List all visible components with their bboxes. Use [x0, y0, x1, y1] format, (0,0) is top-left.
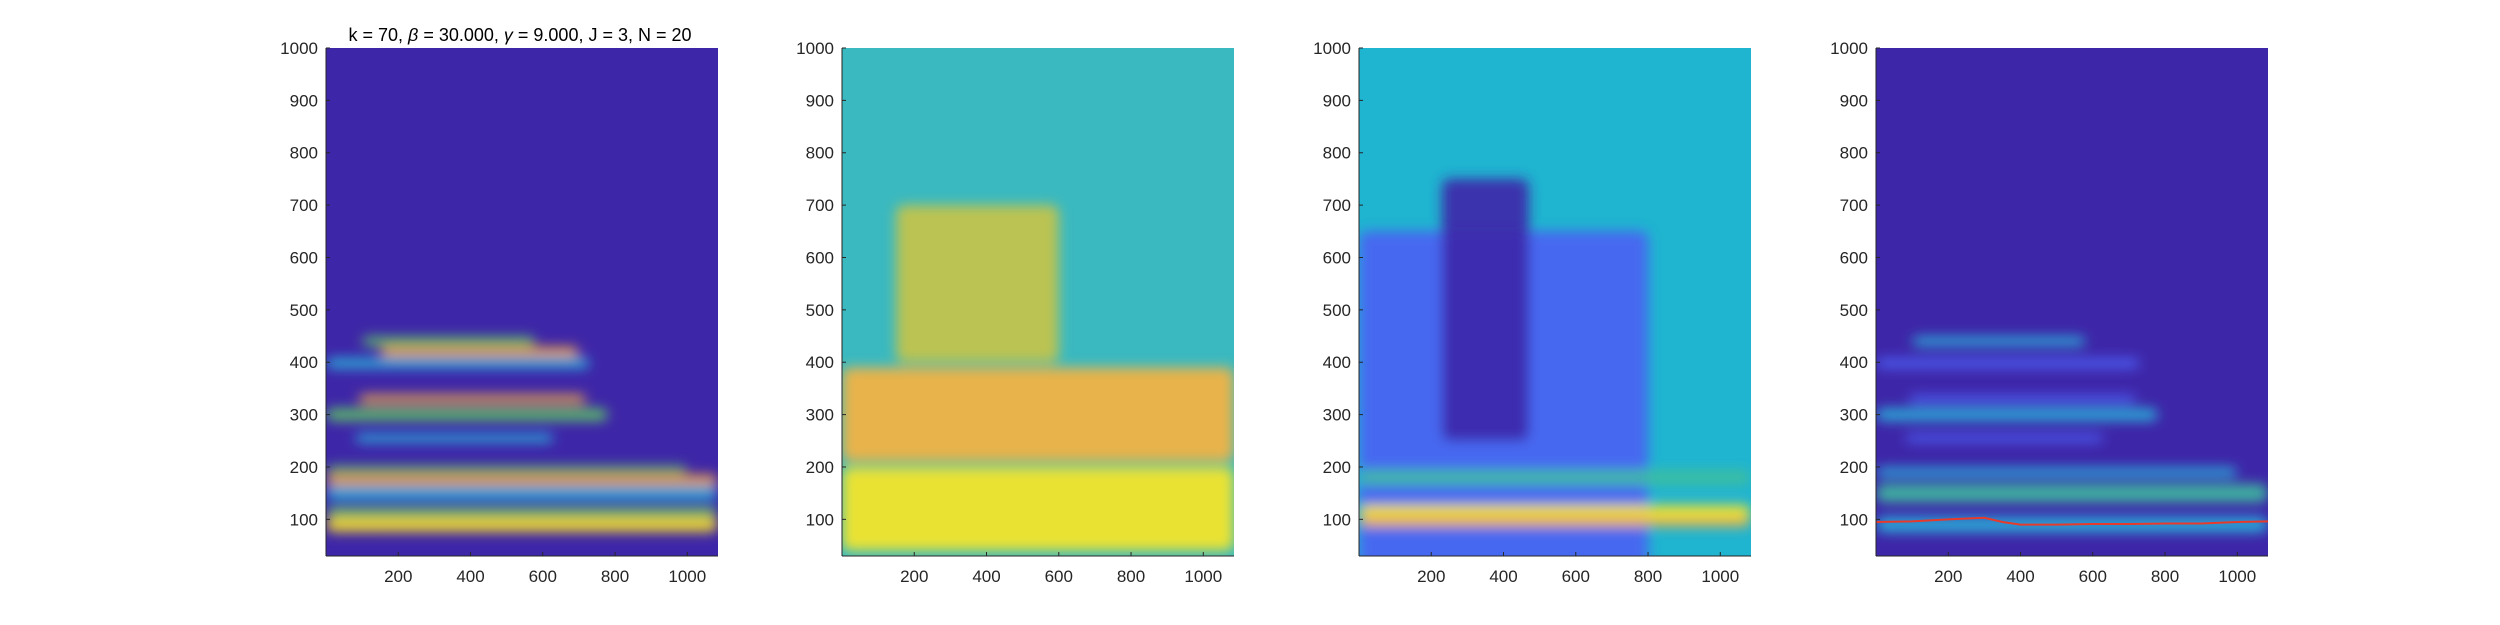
y-tick-label: 900	[1323, 91, 1351, 110]
y-tick-label: 200	[806, 458, 834, 477]
heatmap-band-4	[1359, 504, 1751, 519]
y-tick-label: 100	[290, 510, 318, 529]
y-tick-label: 100	[1840, 510, 1868, 529]
x-tick-label: 200	[1934, 567, 1962, 586]
heatmap-band-2	[1442, 178, 1529, 441]
y-tick-label: 500	[1323, 301, 1351, 320]
y-tick-label: 300	[290, 406, 318, 425]
heatmap-band-2	[842, 367, 1234, 462]
y-tick-label: 400	[1840, 353, 1868, 372]
heatmap-band-3	[326, 486, 718, 500]
y-tick-label: 400	[806, 353, 834, 372]
heatmap-band-6	[1908, 394, 2137, 404]
heatmap-band-1	[842, 466, 1234, 551]
heatmap-band-2	[326, 506, 718, 517]
y-tick-label: 1000	[1830, 39, 1868, 58]
heatmap-band-8	[358, 394, 587, 404]
heatmap-band-5	[326, 465, 688, 474]
panel-4: 100 200 300 400 500 600 700 800 900 1000 200 400 600…	[1830, 39, 2268, 586]
y-tick-label: 200	[290, 458, 318, 477]
heatmap-band-7	[326, 408, 608, 421]
y-tick-label: 200	[1840, 458, 1868, 477]
heatmap-background	[1876, 48, 2268, 556]
y-tick-label: 200	[1323, 458, 1351, 477]
y-tick-label: 600	[1323, 248, 1351, 267]
y-tick-label: 800	[1323, 144, 1351, 163]
x-tick-label: 200	[1417, 567, 1445, 586]
x-tick-label: 600	[2079, 567, 2107, 586]
y-tick-label: 100	[806, 510, 834, 529]
panel-2: 100 200 300 400 500 600 700 800 900 1000 200 400 600…	[796, 39, 1234, 586]
figure-title: k = 70, β = 30.000, γ = 9.000, J = 3, N …	[348, 25, 691, 45]
heatmap-band-8	[1912, 336, 2086, 346]
x-tick-label: 600	[1045, 567, 1073, 586]
x-tick-label: 400	[972, 567, 1000, 586]
y-tick-label: 900	[290, 91, 318, 110]
x-tick-label: 600	[529, 567, 557, 586]
heatmap-band-10	[380, 347, 579, 357]
y-tick-label: 700	[290, 196, 318, 215]
y-tick-label: 900	[1840, 91, 1868, 110]
heatmap-band-5	[1359, 517, 1751, 527]
y-tick-label: 800	[1840, 144, 1868, 163]
x-tick-label: 1000	[1184, 567, 1222, 586]
y-tick-label: 600	[806, 248, 834, 267]
y-tick-label: 300	[1840, 406, 1868, 425]
heatmap-band-6	[354, 433, 554, 443]
heatmap-band-9	[326, 358, 590, 369]
heatmap-band-3	[1359, 469, 1751, 486]
y-tick-label: 1000	[796, 39, 834, 58]
heatmap-band-11	[362, 336, 536, 346]
ridge-line	[1876, 516, 2268, 526]
heatmap-band-1	[326, 517, 718, 532]
x-tick-label: 800	[2151, 567, 2179, 586]
y-tick-label: 700	[1840, 196, 1868, 215]
x-tick-label: 400	[1489, 567, 1517, 586]
panel-3: 100 200 300 400 500 600 700 800 900 1000 200 400 600…	[1313, 39, 1751, 586]
y-tick-label: 700	[1323, 196, 1351, 215]
y-tick-label: 400	[290, 353, 318, 372]
panel-1: 100 200 300 400 500 600 700 800 900 1000 200 400 600…	[280, 39, 718, 586]
x-tick-label: 200	[384, 567, 412, 586]
y-tick-label: 500	[290, 301, 318, 320]
x-tick-label: 1000	[668, 567, 706, 586]
x-tick-label: 800	[1117, 567, 1145, 586]
x-tick-label: 1000	[1701, 567, 1739, 586]
y-tick-label: 800	[806, 144, 834, 163]
x-tick-label: 400	[456, 567, 484, 586]
y-tick-label: 300	[1323, 406, 1351, 425]
y-tick-label: 500	[1840, 301, 1868, 320]
y-tick-label: 400	[1323, 353, 1351, 372]
x-tick-label: 800	[1634, 567, 1662, 586]
y-tick-label: 900	[806, 91, 834, 110]
x-tick-label: 400	[2006, 567, 2034, 586]
y-tick-label: 600	[290, 248, 318, 267]
heatmap-band-4	[1904, 433, 2104, 443]
y-tick-label: 1000	[1313, 39, 1351, 58]
y-tick-label: 600	[1840, 248, 1868, 267]
y-tick-label: 500	[806, 301, 834, 320]
heatmap-band-4	[326, 474, 718, 486]
x-tick-label: 800	[601, 567, 629, 586]
heatmap-band-7	[1876, 358, 2140, 369]
x-tick-label: 200	[900, 567, 928, 586]
y-tick-label: 1000	[280, 39, 318, 58]
heatmap-band-2	[1876, 483, 2268, 503]
heatmap-band-3	[1876, 467, 2238, 477]
y-tick-label: 300	[806, 406, 834, 425]
heatmap-band-3	[896, 205, 1059, 363]
x-tick-label: 1000	[2218, 567, 2256, 586]
heatmap-band-5	[1876, 408, 2158, 421]
x-tick-label: 600	[1562, 567, 1590, 586]
y-tick-label: 700	[806, 196, 834, 215]
y-tick-label: 100	[1323, 510, 1351, 529]
y-tick-label: 800	[290, 144, 318, 163]
